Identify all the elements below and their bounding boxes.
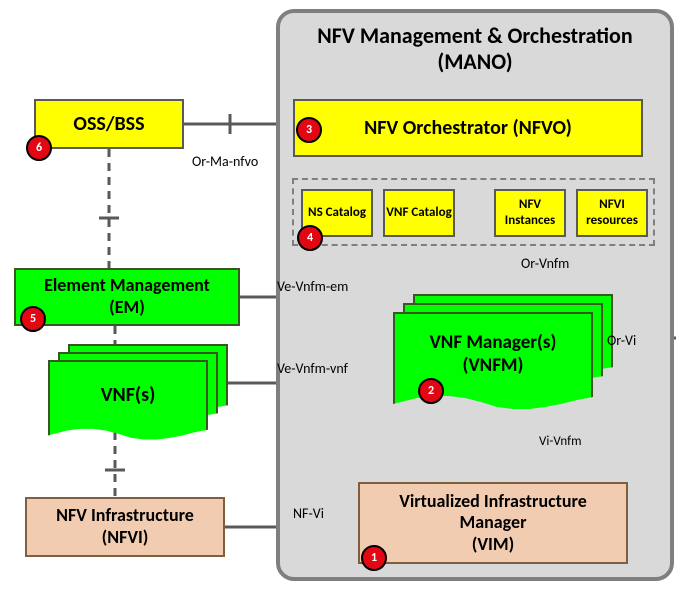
nfvi-resources-box: NFVI resources [576,189,648,237]
badge-4: 4 [297,225,323,251]
vnfs-box: VNF(s) [48,360,208,442]
ns-catalog-label: NS Catalog [308,205,366,221]
nfvi-box: NFV Infrastructure (NFVI) [25,497,225,557]
label-ve-vnfm-vnf: Ve-Vnfm-vnf [277,360,348,377]
vnfm-label-1: VNF Manager(s) [430,331,557,354]
vnfs-label: VNF(s) [101,383,156,407]
nfvo-box: NFV Orchestrator (NFVO) [293,99,643,157]
label-or-vnfm: Or-Vnfm [521,255,569,272]
oss-bss-box: OSS/BSS [34,99,184,149]
badge-2: 2 [418,378,444,404]
label-ve-vnfm-em: Ve-Vnfm-em [277,278,348,295]
badge-5: 5 [20,306,46,332]
badge-3: 3 [296,117,322,143]
vnfm-label-2: (VNFM) [463,354,524,377]
nfvi-resources-label: NFVI resources [578,197,646,228]
label-or-vi: Or-Vi [607,332,636,349]
nfvo-label: NFV Orchestrator (NFVO) [364,116,572,140]
diagram-canvas: NFV Management & Orchestration (MANO) OS… [0,0,691,596]
label-vi-vnfm: Vi-Vnfm [539,434,582,449]
em-label-2: (EM) [109,296,145,318]
em-box: Element Management (EM) [14,268,240,326]
nfv-instances-box: NFV Instances [494,189,566,237]
vnf-catalog-box: VNF Catalog [383,189,455,237]
mano-title-line2: (MANO) [437,48,512,75]
nfvi-label-1: NFV Infrastructure [56,504,194,526]
label-or-ma-nfvo: Or-Ma-nfvo [192,153,258,170]
mano-title: NFV Management & Orchestration (MANO) [280,23,670,76]
mano-title-line1: NFV Management & Orchestration [317,22,632,49]
vnf-catalog-label: VNF Catalog [386,205,451,221]
nfvi-label-2: (NFVI) [102,526,149,548]
vim-label-2: Manager [460,511,527,533]
nfv-instances-label: NFV Instances [496,197,564,228]
vim-label-3: (VIM) [472,533,514,555]
vim-box: Virtualized Infrastructure Manager (VIM) [358,482,628,564]
badge-6: 6 [26,135,52,161]
em-label-1: Element Management [44,274,210,296]
oss-bss-label: OSS/BSS [73,112,144,136]
label-nf-vi: NF-Vi [293,505,324,522]
vim-label-1: Virtualized Infrastructure [399,490,587,512]
badge-1: 1 [361,545,387,571]
